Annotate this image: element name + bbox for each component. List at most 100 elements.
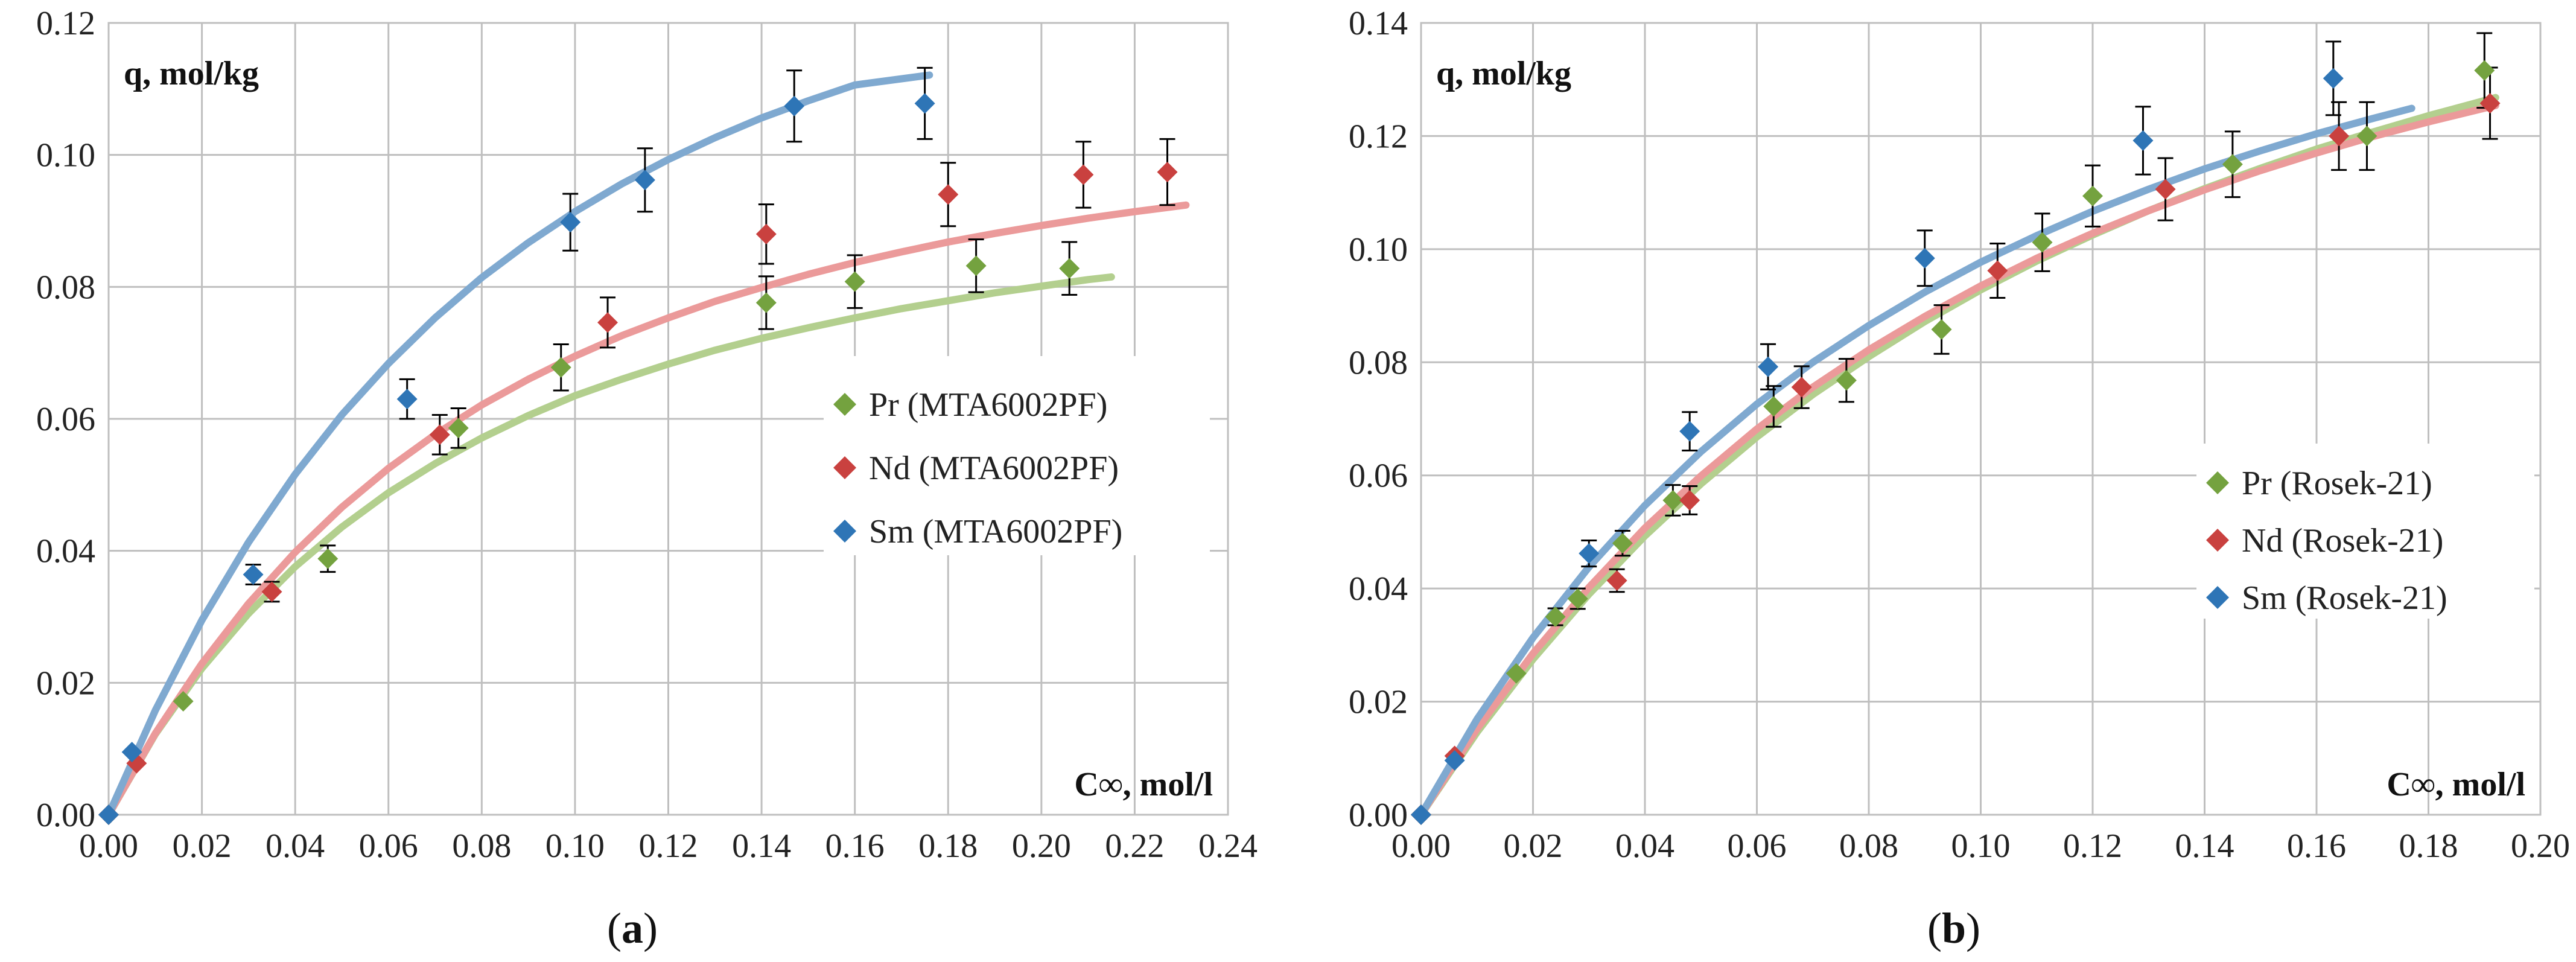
data-point-a	[597, 312, 619, 333]
x-tick-label-a: 0.12	[639, 827, 698, 865]
legend-label-a: Sm (MTA6002PF)	[869, 513, 1122, 550]
data-point-a	[938, 184, 959, 205]
x-tick-label-b: 0.14	[2175, 827, 2234, 865]
x-tick-labels-a: 0.00 0.02 0.04 0.06 0.08 0.10 0.12 0.14 0.16 0.18…	[79, 827, 1258, 865]
data-point-a	[755, 292, 777, 313]
data-point-b	[1679, 421, 1700, 442]
data-point-a	[243, 564, 264, 585]
panel-label-b: (b)	[1927, 904, 1980, 952]
legend-label-a: Pr (MTA6002PF)	[869, 386, 1107, 424]
data-point-a	[560, 212, 581, 233]
data-point-a	[965, 255, 987, 276]
y-tick-label-b: 0.02	[1349, 684, 1408, 721]
y-tick-label-b: 0.00	[1349, 797, 1408, 834]
data-point-b	[1612, 533, 1633, 554]
y-tick-label-b: 0.06	[1349, 457, 1408, 495]
y-tick-label-a: 0.00	[36, 797, 95, 834]
x-tick-label-b: 0.08	[1839, 827, 1898, 865]
legend-marker-b	[2206, 586, 2229, 609]
data-point-b	[1545, 607, 1566, 627]
legend-box-b	[2196, 444, 2534, 619]
data-point-b	[2132, 130, 2154, 151]
data-point-b	[1931, 319, 1952, 340]
chart-panel-a: 0.00 0.02 0.04 0.06 0.08 0.10 0.12 0.14 0.16 0.18…	[36, 5, 1258, 952]
x-tick-label-a: 0.00	[79, 827, 138, 865]
data-point-b	[1606, 570, 1627, 591]
legend-marker-a	[833, 393, 856, 416]
legend-marker-b	[2206, 471, 2229, 494]
y-axis-title-b: q, mol/kg	[1436, 55, 1571, 92]
fit-curve-a	[105, 201, 1190, 818]
data-point-b	[1791, 377, 1812, 398]
y-tick-label-a: 0.04	[36, 533, 95, 570]
y-tick-label-a: 0.02	[36, 664, 95, 702]
data-point-b	[2323, 68, 2344, 89]
data-point-a	[396, 389, 418, 410]
legend-label-b: Nd (Rosek-21)	[2242, 522, 2443, 559]
legend-a: Pr (MTA6002PF) Nd (MTA6002PF) Sm (MTA6002P…	[833, 386, 1122, 550]
x-tick-label-a: 0.14	[732, 827, 791, 865]
data-point-a	[261, 581, 282, 602]
y-tick-label-a: 0.12	[36, 5, 95, 42]
data-point-b	[1836, 370, 1857, 391]
data-point-a	[1059, 258, 1080, 279]
data-point-b	[2474, 60, 2495, 81]
y-tick-labels-a: 0.00 0.02 0.04 0.06 0.08 0.10 0.12	[36, 5, 95, 834]
data-point-b	[2356, 126, 2377, 147]
data-point-b	[1506, 663, 1527, 684]
y-tick-label-a: 0.08	[36, 269, 95, 306]
data-point-a	[121, 742, 142, 763]
data-point-b	[1444, 750, 1465, 771]
data-point-b	[1662, 489, 1684, 511]
y-axis-title-a: q, mol/kg	[124, 55, 259, 92]
legend-b: Pr (Rosek-21) Nd (Rosek-21) Sm (Rosek-21)	[2206, 465, 2447, 617]
data-point-a	[448, 418, 469, 439]
data-point-a	[429, 424, 450, 445]
x-tick-label-b: 0.12	[2063, 827, 2122, 865]
x-tick-label-a: 0.20	[1012, 827, 1071, 865]
x-tick-label-a: 0.08	[452, 827, 511, 865]
y-tick-label-b: 0.14	[1349, 5, 1408, 42]
data-point-a	[755, 223, 777, 244]
data-point-b	[1758, 356, 1779, 377]
x-tick-label-a: 0.02	[173, 827, 232, 865]
y-tick-labels-b: 0.00 0.02 0.04 0.06 0.08 0.10 0.12 0.14	[1349, 5, 1408, 834]
data-point-a	[844, 271, 865, 292]
y-tick-label-b: 0.08	[1349, 344, 1408, 381]
y-tick-label-b: 0.12	[1349, 118, 1408, 155]
data-point-b	[1763, 396, 1784, 417]
data-point-b	[1679, 489, 1700, 511]
legend-label-a: Nd (MTA6002PF)	[869, 450, 1119, 487]
x-tick-labels-b: 0.00 0.02 0.04 0.06 0.08 0.10 0.12 0.14 0.16 0.18…	[1391, 827, 2570, 865]
data-point-b	[1987, 260, 2008, 281]
x-tick-label-b: 0.20	[2511, 827, 2570, 865]
data-point-b	[2082, 185, 2103, 206]
data-point-b	[1567, 588, 1588, 610]
data-point-a	[98, 804, 119, 825]
data-point-b	[1411, 804, 1431, 825]
data-point-b	[2032, 232, 2053, 253]
data-points-b	[1411, 60, 2501, 825]
y-tick-label-a: 0.10	[36, 137, 95, 174]
fit-curve-a	[105, 71, 933, 818]
x-tick-label-b: 0.16	[2287, 827, 2346, 865]
data-point-a	[317, 548, 339, 569]
legend-label-b: Sm (Rosek-21)	[2242, 579, 2447, 617]
data-point-b	[2155, 179, 2176, 200]
legend-box-a	[824, 356, 1210, 555]
x-tick-label-b: 0.18	[2399, 827, 2458, 865]
legend-marker-b	[2206, 529, 2229, 552]
x-tick-label-b: 0.06	[1728, 827, 1787, 865]
y-tick-label-b: 0.04	[1349, 570, 1408, 608]
x-tick-label-b: 0.04	[1615, 827, 1674, 865]
legend-marker-a	[833, 456, 856, 479]
x-tick-label-a: 0.06	[359, 827, 418, 865]
x-tick-label-a: 0.22	[1105, 827, 1164, 865]
data-point-a	[634, 170, 655, 191]
legend-marker-a	[833, 520, 856, 543]
fit-curve-b	[1417, 101, 2499, 818]
x-tick-label-a: 0.18	[918, 827, 978, 865]
data-point-b	[2222, 154, 2243, 175]
data-point-a	[173, 690, 194, 712]
